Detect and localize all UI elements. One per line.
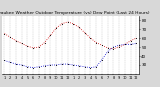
Title: Milwaukee Weather Outdoor Temperature (vs) Dew Point (Last 24 Hours): Milwaukee Weather Outdoor Temperature (v… xyxy=(0,11,150,15)
